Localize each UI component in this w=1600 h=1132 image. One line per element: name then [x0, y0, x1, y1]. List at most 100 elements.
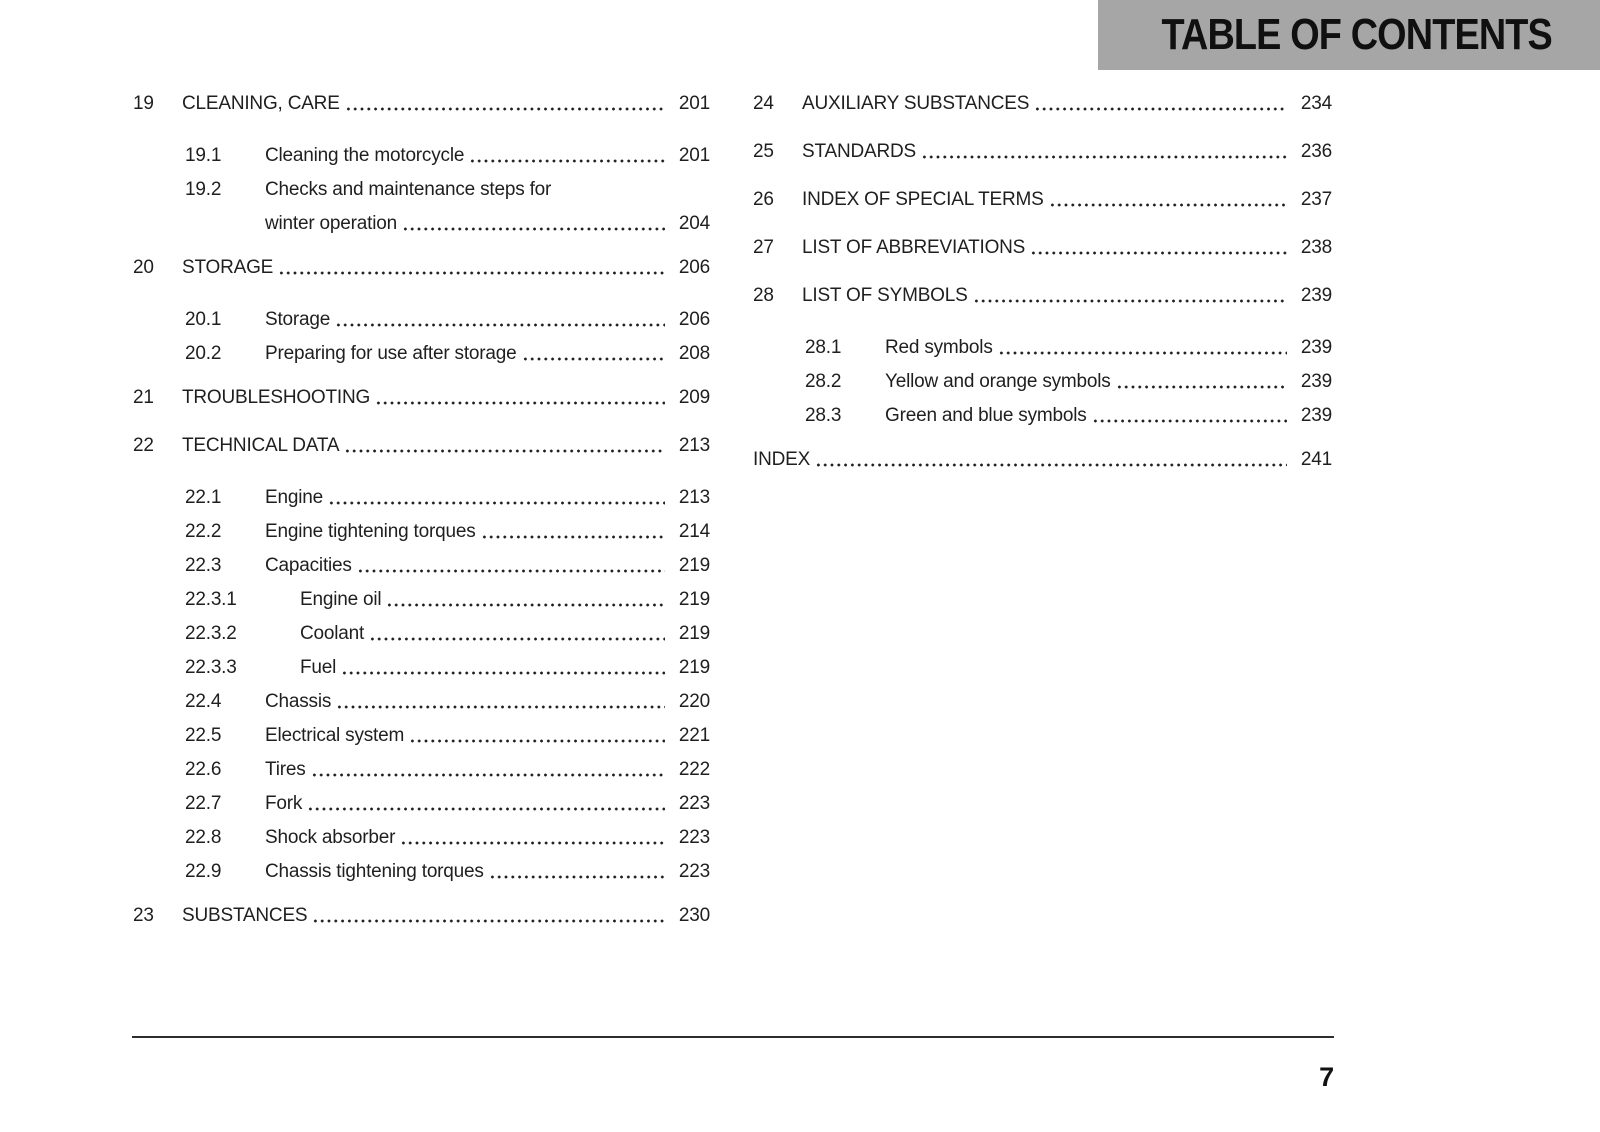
dotted-leader [521, 337, 665, 371]
page-header-bar: TABLE OF CONTENTS [1098, 0, 1600, 70]
entry-number: 20.2 [185, 343, 222, 364]
page-number: 7 [1319, 1062, 1334, 1092]
dotted-leader [327, 481, 665, 515]
entry-title: Storage [265, 309, 331, 330]
entry-page: 209 [678, 387, 710, 408]
toc-right-column: 24 AUXILIARY SUBSTANCES 234 25 STANDARDS 236 2… [753, 92, 1332, 471]
toc-entry: 28 LIST OF SYMBOLS 239 [753, 284, 1332, 307]
dotted-leader [1034, 92, 1287, 115]
entry-number: 28.3 [805, 405, 842, 426]
entry-number: 19 [133, 93, 154, 114]
dotted-leader [312, 904, 665, 927]
entry-title: Engine [265, 487, 323, 508]
dotted-leader [1115, 365, 1287, 399]
toc-entry: 22 TECHNICAL DATA 213 [133, 434, 710, 457]
dotted-leader [335, 303, 665, 337]
entry-number: 21 [133, 387, 154, 408]
entry-page: 236 [1300, 141, 1332, 162]
entry-number: 28 [753, 285, 774, 306]
entry-title: STANDARDS [802, 141, 916, 162]
entry-number: 20 [133, 257, 154, 278]
entry-title: Preparing for use after storage [265, 343, 517, 364]
entry-number: 26 [753, 189, 774, 210]
entry-title: Fork [265, 793, 303, 814]
toc-entry: 23 SUBSTANCES 230 [133, 904, 710, 927]
dotted-leader [997, 331, 1287, 365]
entry-title: Capacities [265, 555, 352, 576]
toc-entry: 20.2 Preparing for use after storage 208 [133, 337, 710, 371]
dotted-leader [307, 787, 665, 821]
toc-entry: 22.3 Capacities 219 [133, 549, 710, 583]
dotted-leader [1048, 188, 1287, 211]
toc-entry: 22.3.2 Coolant 219 [133, 617, 710, 651]
entry-page: 219 [678, 623, 710, 644]
entry-page: 223 [678, 793, 710, 814]
entry-title-block: Checks and maintenance steps for winter o… [265, 173, 710, 241]
entry-page: 204 [678, 213, 710, 234]
dotted-leader [815, 448, 1287, 471]
toc-entry: 21 TROUBLESHOOTING 209 [133, 386, 710, 409]
entry-title: winter operation [265, 213, 397, 234]
dotted-leader [386, 583, 665, 617]
entry-number: 19.2 [185, 179, 222, 200]
entry-title: Coolant [300, 623, 365, 644]
entry-title: Engine tightening torques [265, 521, 476, 542]
dotted-leader [480, 515, 665, 549]
entry-page: 206 [678, 257, 710, 278]
toc-entry: INDEX 241 [753, 448, 1332, 471]
entry-page: 219 [678, 589, 710, 610]
entry-number: 25 [753, 141, 774, 162]
toc-entry: 19.2 Checks and maintenance steps for wint… [133, 173, 710, 241]
entry-page: 213 [678, 487, 710, 508]
entry-page: 241 [1300, 449, 1332, 470]
entry-title: LIST OF ABBREVIATIONS [802, 237, 1026, 258]
entry-title: Electrical system [265, 725, 405, 746]
entry-number: 22.6 [185, 759, 222, 780]
toc-entry: 22.4 Chassis 220 [133, 685, 710, 719]
entry-number: 22.3.2 [185, 623, 237, 644]
toc-entry: 24 AUXILIARY SUBSTANCES 234 [753, 92, 1332, 115]
dotted-leader [402, 207, 665, 241]
entry-number: 22.1 [185, 487, 222, 508]
entry-page: 237 [1300, 189, 1332, 210]
entry-number: 27 [753, 237, 774, 258]
entry-page: 239 [1300, 405, 1332, 426]
entry-title: Shock absorber [265, 827, 396, 848]
entry-page: 238 [1300, 237, 1332, 258]
toc-entry: 28.2 Yellow and orange symbols 239 [753, 365, 1332, 399]
entry-title: Engine oil [300, 589, 382, 610]
dotted-leader [1091, 399, 1287, 433]
toc-entry: 27 LIST OF ABBREVIATIONS 238 [753, 236, 1332, 259]
entry-page: 221 [678, 725, 710, 746]
entry-number: 19.1 [185, 145, 222, 166]
dotted-leader [341, 651, 665, 685]
entry-number: 22.2 [185, 521, 222, 542]
entry-page: 222 [678, 759, 710, 780]
entry-title: Tires [265, 759, 306, 780]
toc-entry: 22.8 Shock absorber 223 [133, 821, 710, 855]
entry-title-line1: Checks and maintenance steps for [265, 179, 552, 200]
entry-page: 230 [678, 905, 710, 926]
entry-title: Cleaning the motorcycle [265, 145, 465, 166]
entry-number: 22.3 [185, 555, 222, 576]
entry-number: 22.9 [185, 861, 222, 882]
toc-entry: 22.3.3 Fuel 219 [133, 651, 710, 685]
entry-page: 239 [1300, 285, 1332, 306]
entry-number: 22.5 [185, 725, 222, 746]
toc-entry: 25 STANDARDS 236 [753, 140, 1332, 163]
dotted-leader [375, 386, 665, 409]
dotted-leader [1030, 236, 1287, 259]
dotted-leader [344, 92, 665, 115]
entry-page: 220 [678, 691, 710, 712]
entry-number: 23 [133, 905, 154, 926]
entry-number: 22.3.3 [185, 657, 237, 678]
entry-page: 223 [678, 827, 710, 848]
dotted-leader [920, 140, 1287, 163]
entry-title: CLEANING, CARE [182, 93, 340, 114]
entry-number: 22.7 [185, 793, 222, 814]
dotted-leader [356, 549, 665, 583]
entry-title-line2-row: winter operation 204 [265, 207, 710, 241]
dotted-leader [469, 139, 665, 173]
entry-page: 208 [678, 343, 710, 364]
dotted-leader [369, 617, 665, 651]
